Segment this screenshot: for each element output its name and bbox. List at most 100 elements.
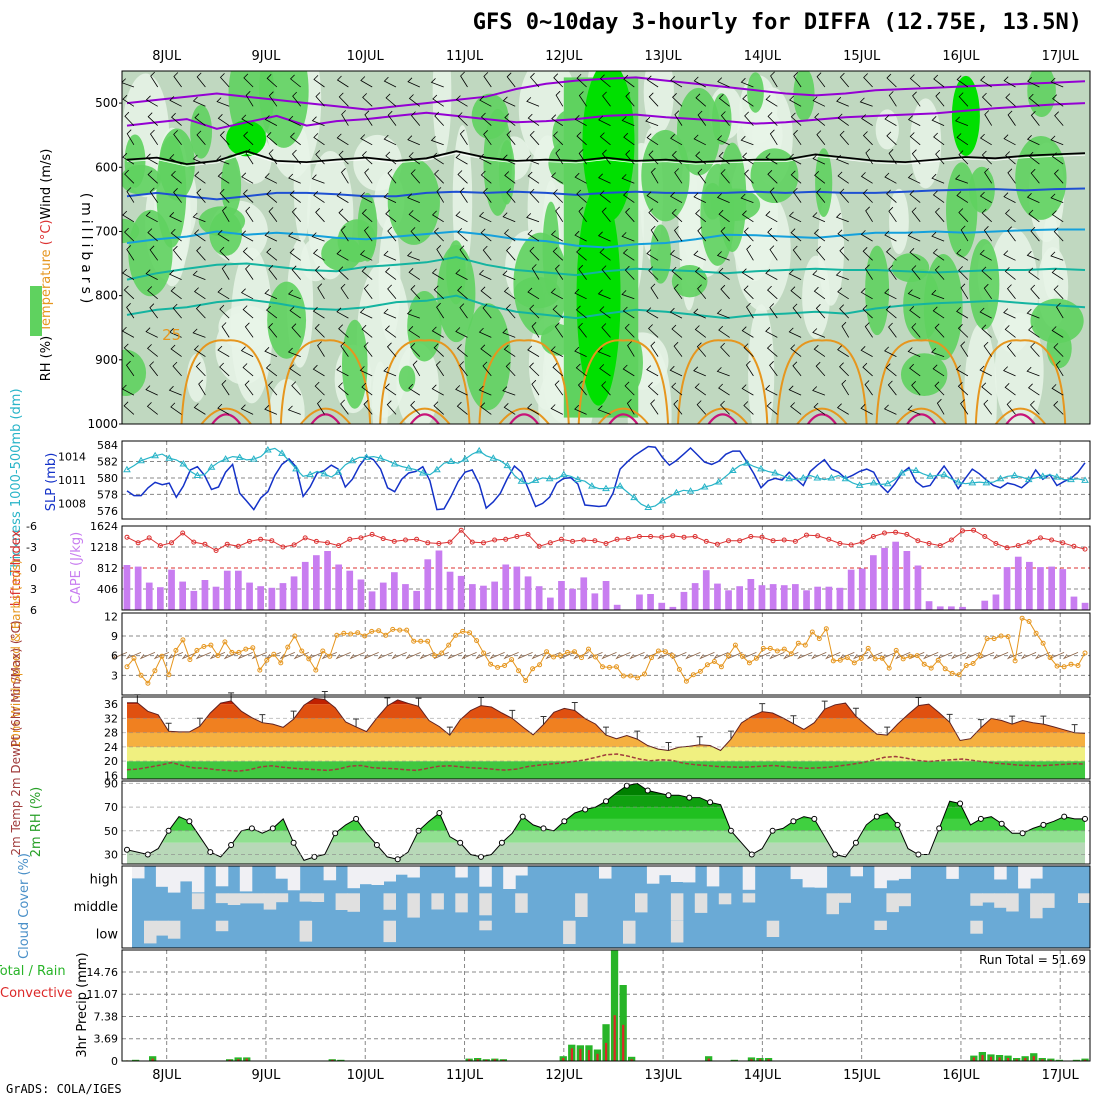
thickness-point [489, 454, 498, 461]
date-label-bottom: 16JUL [942, 1068, 980, 1083]
wind-barb [407, 135, 420, 146]
temp-minmax-bar [696, 736, 703, 745]
wind-barb [192, 212, 206, 223]
thickness-point [263, 446, 272, 453]
wind-barb [836, 403, 849, 415]
wind-barb [387, 284, 397, 300]
wind-barb [147, 228, 158, 242]
y-tick-slp: 1011 [58, 474, 86, 487]
rh-moist-patch [483, 108, 512, 216]
wind-barb [314, 323, 325, 338]
cape-bar [836, 587, 844, 610]
cloud-gap [670, 893, 684, 921]
wind-barb [812, 386, 826, 396]
wind10-point [837, 657, 843, 663]
cloud-gap [479, 866, 492, 887]
cape-bar [1037, 567, 1044, 610]
wind-barb [909, 248, 921, 261]
wind-barb [1030, 111, 1040, 126]
rh2m-point [665, 792, 672, 799]
wind-barb [720, 284, 730, 300]
wind-barb [745, 302, 754, 319]
wind10-barb [321, 651, 337, 660]
wind-barb [145, 269, 158, 280]
wind-barb [482, 361, 492, 377]
wind-barb [958, 150, 969, 165]
rh2m-point [228, 842, 235, 848]
wind-barb [1028, 151, 1040, 165]
wind-barb [578, 264, 587, 280]
wind-barb [385, 93, 397, 107]
wind-barb [909, 132, 921, 146]
date-label-top: 13JUL [645, 49, 683, 64]
wind-barb [697, 110, 707, 126]
thickness-point [447, 457, 455, 465]
wind-barb [957, 382, 969, 396]
wind10-barb [503, 651, 519, 660]
cloud-gap [982, 893, 995, 903]
wind-barb [311, 116, 325, 126]
wind-barb [816, 246, 826, 261]
wind-barb [242, 305, 254, 319]
wind-barb [1004, 267, 1016, 280]
wind10-point [956, 672, 962, 678]
wind-barb [788, 153, 802, 165]
wind-barb [960, 283, 969, 300]
wind10-point [593, 654, 598, 660]
wind-barb [436, 187, 445, 203]
wind-barb [718, 267, 730, 280]
wind10-point [1005, 634, 1011, 640]
wind-barb [145, 211, 158, 223]
cape-bar [223, 570, 231, 610]
cape-bar [1003, 567, 1011, 610]
cloud-gap [479, 920, 492, 931]
rh-moist-patch [398, 365, 416, 392]
cape-bar [279, 583, 287, 610]
thickness-point [531, 476, 540, 483]
cape-bar [691, 583, 699, 610]
wind-barb [835, 154, 849, 165]
rh-band [126, 807, 1086, 819]
wind-barb [552, 189, 564, 203]
wind10-point [173, 647, 179, 653]
wind-barb [650, 399, 659, 415]
thickness-point [728, 466, 737, 474]
thickness-point [278, 449, 286, 456]
date-label-top: 15JUL [843, 49, 881, 64]
li-point [325, 540, 330, 546]
rh-dry-patch [987, 228, 1039, 353]
wind-barb [743, 285, 754, 300]
y-tick-slp: 1014 [58, 451, 86, 464]
cloud-gap [994, 866, 1007, 880]
li-point [369, 531, 375, 537]
wind-barb [1027, 77, 1040, 88]
wind-barb [812, 212, 826, 223]
cloud-gap [167, 920, 181, 939]
isotherm-30-lobe [697, 407, 749, 424]
date-label-bottom: 15JUL [843, 1068, 881, 1083]
wind10-point [753, 655, 759, 661]
cloud-gap [790, 866, 804, 880]
rh2m-point [623, 782, 630, 789]
wind10-point [642, 671, 647, 677]
li-point [870, 534, 876, 539]
thickness-point [235, 453, 244, 460]
wind-barb [480, 170, 492, 184]
wind10-point [320, 648, 326, 654]
wind-barb [482, 245, 492, 261]
wind-barb [1005, 209, 1016, 223]
li-point [347, 536, 353, 542]
wind10-point [921, 661, 927, 667]
cape-bar [413, 590, 420, 610]
wind-barb [312, 306, 325, 319]
temp-minmax-bar [290, 710, 297, 720]
rh-band [126, 842, 1086, 864]
wind10-point [397, 627, 403, 633]
wind10-point [830, 658, 836, 664]
wind-barb [958, 208, 969, 223]
li-point [213, 548, 219, 553]
wind10-point [935, 657, 941, 663]
thickness-point [1038, 472, 1047, 479]
cloud-gap [886, 866, 899, 881]
cape-bar [658, 602, 666, 610]
